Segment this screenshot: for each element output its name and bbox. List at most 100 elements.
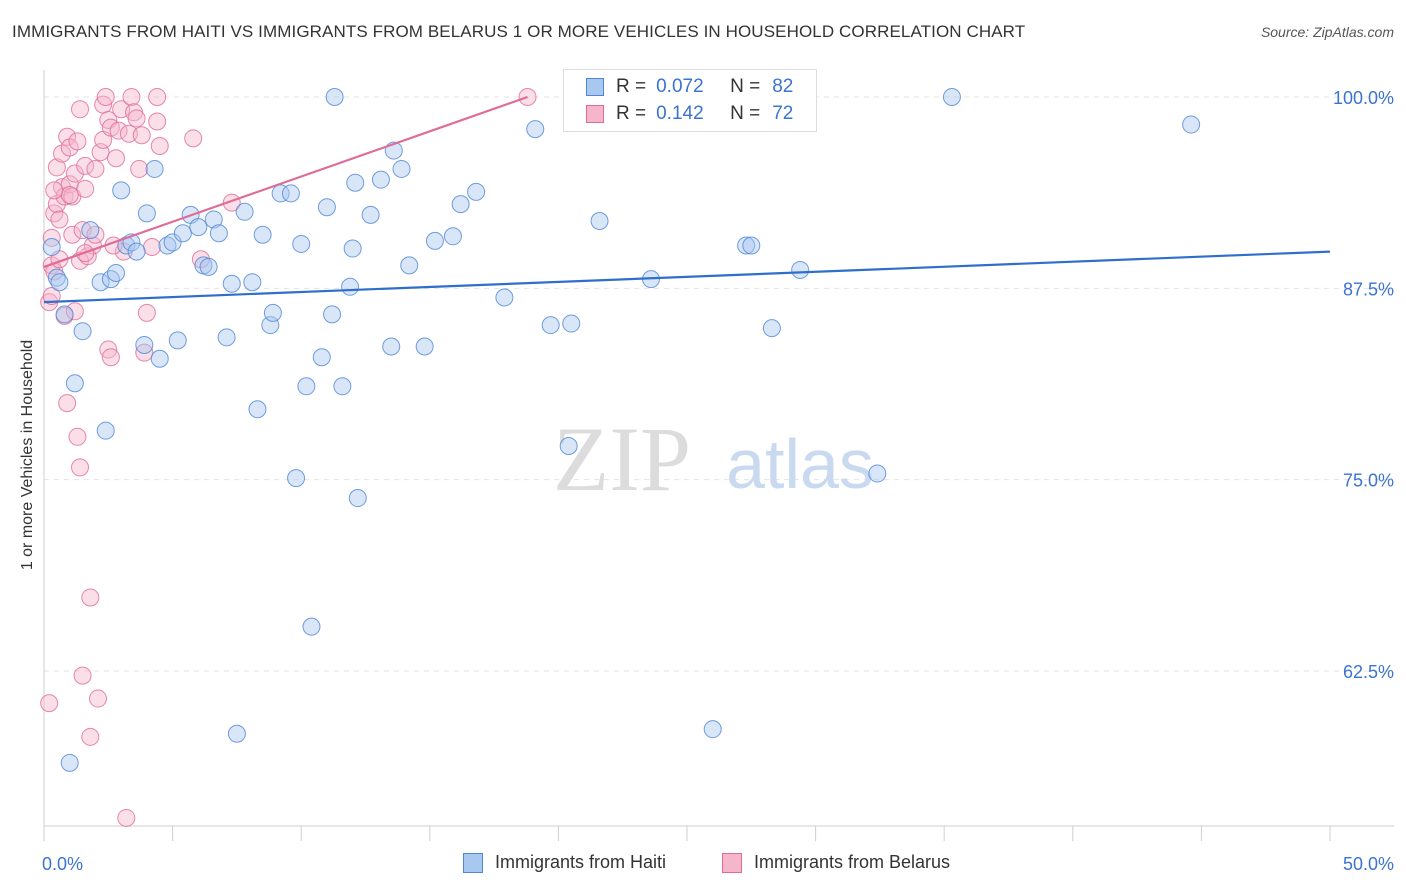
haiti-point: [942, 88, 961, 106]
haiti-point: [222, 274, 241, 293]
belarus-point: [150, 136, 169, 155]
haiti-point: [287, 469, 306, 488]
haiti-point: [526, 120, 545, 139]
haiti-point: [281, 184, 300, 203]
haiti-point: [346, 173, 365, 192]
belarus-point: [89, 689, 108, 708]
haiti-point: [127, 242, 146, 261]
haiti-point: [60, 753, 79, 772]
haiti-point: [868, 464, 887, 483]
haiti-series-points: [42, 88, 1201, 772]
belarus-point: [81, 727, 100, 746]
belarus-point: [47, 158, 66, 177]
haiti-point: [145, 159, 164, 178]
y-tick-label: 87.5%: [1343, 279, 1394, 299]
grid-lines: [44, 96, 1394, 672]
haiti-point: [243, 273, 262, 292]
haiti-point: [204, 210, 223, 229]
belarus-point: [71, 100, 90, 119]
haiti-point: [559, 436, 578, 455]
bottom-legend-label-haiti: Immigrants from Haiti: [495, 852, 667, 872]
haiti-point: [227, 724, 246, 743]
belarus-point: [143, 238, 162, 257]
belarus-point: [71, 458, 90, 477]
legend-swatch-haiti: [586, 78, 604, 96]
haiti-point: [371, 170, 390, 189]
haiti-point: [107, 264, 126, 283]
belarus-point: [86, 159, 105, 178]
haiti-point: [91, 273, 110, 292]
belarus-point: [127, 109, 146, 128]
trend-lines: [43, 95, 1331, 304]
legend-row-haiti: R = 0.072 N = 82: [586, 75, 793, 99]
haiti-point: [400, 256, 419, 275]
haiti-point: [425, 231, 444, 250]
haiti-point: [163, 233, 182, 252]
bottom-legend-belarus: Immigrants from Belarus: [722, 852, 950, 873]
haiti-point: [135, 335, 154, 354]
haiti-point: [333, 377, 352, 396]
haiti-point: [312, 348, 331, 367]
haiti-point: [1182, 115, 1201, 134]
haiti-point: [348, 489, 367, 508]
haiti-point: [173, 224, 192, 243]
haiti-point: [382, 337, 401, 356]
belarus-point: [45, 181, 64, 200]
belarus-point: [42, 228, 61, 247]
y-tick-label: 62.5%: [1343, 662, 1394, 682]
haiti-point: [562, 314, 581, 333]
legend-n-label: N =: [730, 76, 761, 97]
haiti-point: [297, 377, 316, 396]
haiti-point: [150, 349, 169, 368]
haiti-point: [217, 328, 236, 347]
belarus-point: [68, 132, 87, 151]
haiti-point: [415, 337, 434, 356]
axes: [43, 70, 1394, 841]
belarus-point: [135, 343, 154, 362]
belarus-point: [76, 179, 95, 198]
haiti-point: [392, 159, 411, 178]
x-tick-label: 0.0%: [42, 854, 83, 874]
haiti-point: [96, 421, 115, 440]
haiti-point: [323, 305, 342, 324]
haiti-point: [50, 273, 69, 292]
haiti-point: [112, 181, 131, 200]
haiti-trend-line: [43, 250, 1331, 304]
belarus-point: [68, 427, 87, 446]
haiti-point: [302, 617, 321, 636]
haiti-point: [791, 260, 810, 279]
haiti-point: [263, 303, 282, 322]
belarus-point: [109, 121, 128, 140]
haiti-point: [137, 204, 156, 223]
legend-n-value: 82: [772, 76, 794, 97]
haiti-point: [253, 225, 272, 244]
belarus-point: [107, 149, 126, 168]
belarus-point: [132, 126, 151, 145]
belarus-point: [83, 236, 102, 255]
haiti-point: [343, 239, 362, 258]
haiti-point: [590, 211, 609, 230]
belarus-series-points: [40, 88, 537, 827]
legend-row-belarus: R = 0.142 N = 72: [586, 102, 793, 126]
legend-r-label: R =: [616, 76, 647, 97]
belarus-point: [96, 88, 115, 106]
bottom-legend-label-belarus: Immigrants from Belarus: [754, 852, 951, 872]
haiti-point: [81, 221, 100, 240]
chart-title: IMMIGRANTS FROM HAITI VS IMMIGRANTS FROM…: [12, 22, 1026, 41]
belarus-point: [122, 88, 141, 106]
haiti-point: [541, 316, 560, 335]
tick-labels: 100.0% 87.5% 75.0% 62.5% 0.0% 50.0%: [42, 88, 1394, 874]
bottom-legend-swatch-haiti: [463, 852, 483, 873]
haiti-point: [443, 227, 462, 246]
legend-r-label: R =: [616, 103, 647, 124]
haiti-point: [199, 257, 218, 276]
belarus-point: [101, 348, 120, 367]
haiti-point: [248, 400, 267, 419]
haiti-point: [168, 331, 187, 350]
belarus-point: [58, 394, 77, 413]
belarus-point: [65, 302, 84, 321]
haiti-point: [703, 720, 722, 739]
legend-r-value: 0.072: [656, 76, 704, 97]
haiti-point: [495, 288, 514, 307]
